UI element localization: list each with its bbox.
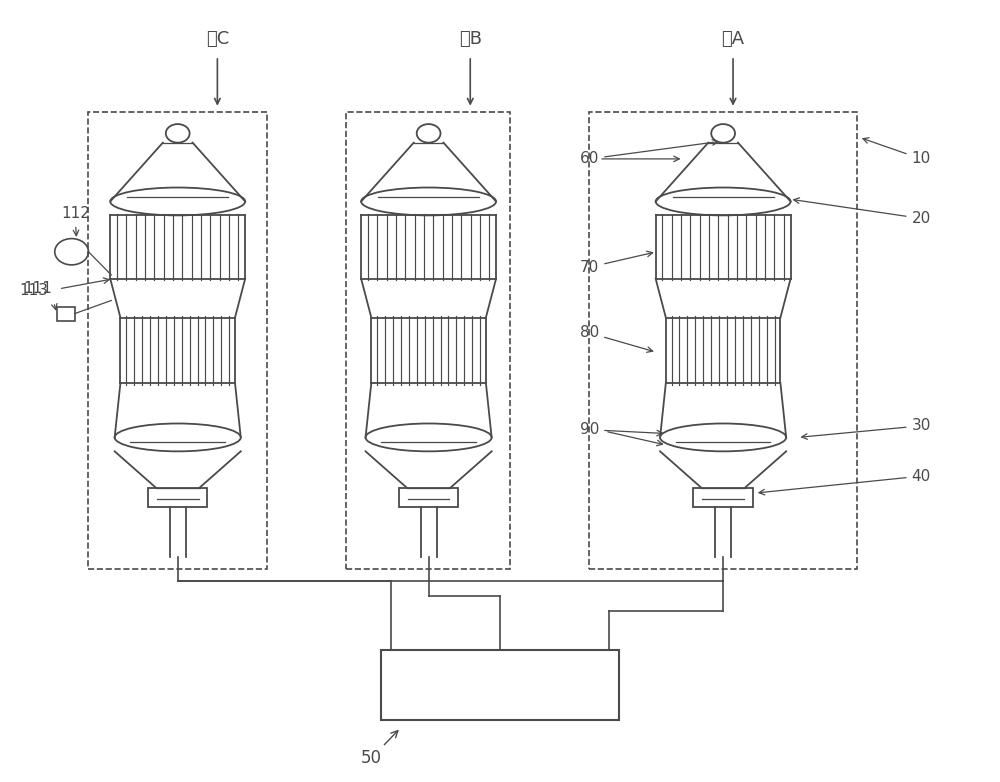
Text: 111: 111 — [23, 282, 52, 296]
Text: 113: 113 — [20, 283, 49, 298]
Text: 组B: 组B — [459, 30, 482, 48]
Text: 组C: 组C — [206, 30, 229, 48]
Text: 60: 60 — [580, 140, 718, 167]
Bar — [346, 113, 510, 569]
Text: 40: 40 — [759, 468, 931, 495]
Bar — [399, 488, 458, 507]
Bar — [693, 488, 753, 507]
Bar — [589, 113, 857, 569]
Bar — [381, 650, 619, 719]
Text: 10: 10 — [863, 138, 931, 167]
Text: 30: 30 — [802, 418, 931, 439]
Text: 20: 20 — [794, 198, 931, 226]
Text: 50: 50 — [361, 730, 398, 767]
Bar — [57, 307, 75, 321]
Text: 组A: 组A — [721, 30, 745, 48]
Text: 80: 80 — [580, 325, 653, 353]
Text: 70: 70 — [580, 251, 653, 274]
Text: 90: 90 — [580, 422, 662, 437]
Text: 112: 112 — [61, 206, 90, 221]
Bar — [88, 113, 267, 569]
Bar — [148, 488, 207, 507]
